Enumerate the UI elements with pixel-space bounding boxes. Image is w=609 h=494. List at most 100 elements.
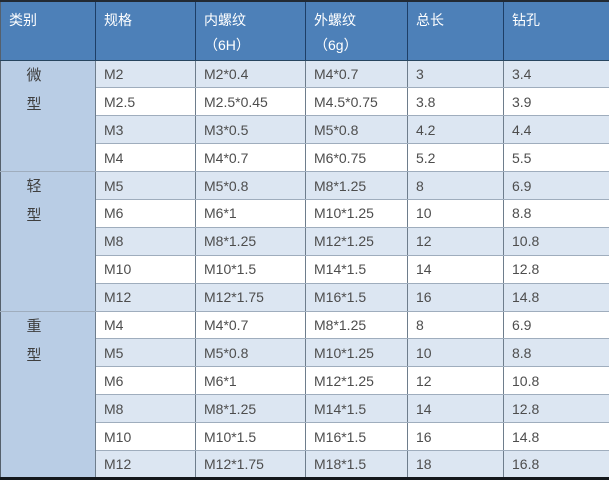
col-header-drill: 钻孔: [503, 1, 609, 61]
cell-spec: M5: [95, 338, 196, 368]
table-row: M12 M12*1.75 M18*1.5 18 16.8: [1, 450, 609, 479]
col-header-sub: （6g）: [314, 37, 358, 53]
cell-drill: 8.8: [503, 199, 609, 228]
col-header-category: 类别: [0, 1, 96, 61]
cell-external-thread: M6*0.75: [305, 143, 408, 173]
cell-drill: 3.4: [503, 60, 609, 89]
cell-spec: M8: [95, 394, 196, 424]
cell-external-thread: M8*1.25: [305, 311, 408, 340]
cell-drill: 12.8: [503, 255, 609, 284]
cell-drill: 14.8: [503, 283, 609, 312]
cell-drill: 10.8: [503, 227, 609, 256]
cell-internal-thread: M8*1.25: [195, 394, 306, 424]
cell-internal-thread: M10*1.5: [195, 422, 306, 451]
cell-spec: M6: [95, 366, 196, 396]
cell-total-length: 16: [407, 422, 504, 451]
cell-spec: M4: [95, 311, 196, 340]
cell-drill: 14.8: [503, 422, 609, 451]
cell-spec: M6: [95, 199, 196, 228]
category-cell: 轻型: [0, 171, 96, 312]
table-row: M4 M4*0.7 M6*0.75 5.2 5.5: [1, 143, 609, 173]
cell-total-length: 3.8: [407, 87, 504, 117]
cell-spec: M2.5: [95, 87, 196, 117]
cell-internal-thread: M6*1: [195, 366, 306, 396]
cell-external-thread: M8*1.25: [305, 171, 408, 200]
category-cell: 微型: [0, 60, 96, 173]
cell-drill: 16.8: [503, 450, 609, 479]
col-header-label: 外螺纹: [314, 12, 356, 28]
cell-external-thread: M16*1.5: [305, 283, 408, 312]
cell-drill: 10.8: [503, 366, 609, 396]
cell-drill: 4.4: [503, 115, 609, 145]
table-row: M2.5 M2.5*0.45 M4.5*0.75 3.8 3.9: [1, 87, 609, 117]
cell-internal-thread: M4*0.7: [195, 143, 306, 173]
cell-internal-thread: M10*1.5: [195, 255, 306, 284]
cell-drill: 6.9: [503, 171, 609, 200]
category-char: 重: [26, 317, 42, 335]
cell-external-thread: M12*1.25: [305, 366, 408, 396]
cell-spec: M12: [95, 450, 196, 479]
table-body: 微型 M2 M2*0.4 M4*0.7 3 3.4 M2.5 M2.5*0.45 M4.5*0.…: [0, 60, 609, 479]
cell-external-thread: M4.5*0.75: [305, 87, 408, 117]
cell-external-thread: M5*0.8: [305, 115, 408, 145]
header-row: 类别 规格 内螺纹 （6H） 外螺纹 （6g） 总长 钻孔: [0, 1, 609, 61]
cell-total-length: 5.2: [407, 143, 504, 173]
table-row: M8 M8*1.25 M12*1.25 12 10.8: [1, 227, 609, 256]
cell-external-thread: M18*1.5: [305, 450, 408, 479]
col-header-internal-thread: 内螺纹 （6H）: [195, 1, 306, 61]
cell-spec: M10: [95, 422, 196, 451]
table-header: 类别 规格 内螺纹 （6H） 外螺纹 （6g） 总长 钻孔: [0, 1, 609, 61]
col-header-external-thread: 外螺纹 （6g）: [305, 1, 408, 61]
cell-total-length: 12: [407, 366, 504, 396]
cell-internal-thread: M2.5*0.45: [195, 87, 306, 117]
cell-total-length: 16: [407, 283, 504, 312]
col-header-spec: 规格: [95, 1, 196, 61]
cell-spec: M8: [95, 227, 196, 256]
category-char: 型: [26, 95, 42, 113]
col-header-label: 内螺纹: [204, 12, 246, 28]
cell-external-thread: M4*0.7: [305, 60, 408, 89]
table-row: M3 M3*0.5 M5*0.8 4.2 4.4: [1, 115, 609, 145]
cell-internal-thread: M12*1.75: [195, 283, 306, 312]
table-row: M8 M8*1.25 M14*1.5 14 12.8: [1, 394, 609, 424]
cell-spec: M5: [95, 171, 196, 200]
cell-internal-thread: M5*0.8: [195, 171, 306, 200]
table-row: M10 M10*1.5 M14*1.5 14 12.8: [1, 255, 609, 284]
cell-total-length: 3: [407, 60, 504, 89]
category-char: 型: [26, 207, 42, 225]
col-header-label: 类别: [9, 12, 37, 28]
cell-spec: M10: [95, 255, 196, 284]
cell-total-length: 8: [407, 171, 504, 200]
cell-total-length: 8: [407, 311, 504, 340]
cell-external-thread: M10*1.25: [305, 338, 408, 368]
cell-drill: 12.8: [503, 394, 609, 424]
cell-internal-thread: M8*1.25: [195, 227, 306, 256]
cell-total-length: 14: [407, 394, 504, 424]
category-char: 微: [26, 66, 42, 84]
cell-internal-thread: M12*1.75: [195, 450, 306, 479]
col-header-label: 规格: [104, 12, 132, 28]
cell-drill: 3.9: [503, 87, 609, 117]
category-cell: 重型: [0, 311, 96, 479]
table-row: 轻型 M5 M5*0.8 M8*1.25 8 6.9: [0, 171, 609, 312]
category-char: 轻: [26, 178, 42, 196]
col-header-label: 钻孔: [512, 12, 540, 28]
table-row: M5 M5*0.8 M10*1.25 10 8.8: [1, 338, 609, 368]
cell-spec: M2: [95, 60, 196, 89]
cell-internal-thread: M5*0.8: [195, 338, 306, 368]
table-row: M6 M6*1 M12*1.25 12 10.8: [1, 366, 609, 396]
cell-total-length: 12: [407, 227, 504, 256]
col-header-sub: （6H）: [204, 37, 250, 53]
cell-total-length: 18: [407, 450, 504, 479]
cell-total-length: 10: [407, 199, 504, 228]
cell-spec: M4: [95, 143, 196, 173]
table-row: 微型 M2 M2*0.4 M4*0.7 3 3.4: [0, 60, 609, 173]
table-row: M12 M12*1.75 M16*1.5 16 14.8: [1, 283, 609, 312]
cell-external-thread: M16*1.5: [305, 422, 408, 451]
col-header-label: 总长: [416, 12, 444, 28]
cell-external-thread: M12*1.25: [305, 227, 408, 256]
category-char: 型: [26, 346, 42, 364]
table-row: M10 M10*1.5 M16*1.5 16 14.8: [1, 422, 609, 451]
cell-external-thread: M14*1.5: [305, 255, 408, 284]
cell-internal-thread: M2*0.4: [195, 60, 306, 89]
